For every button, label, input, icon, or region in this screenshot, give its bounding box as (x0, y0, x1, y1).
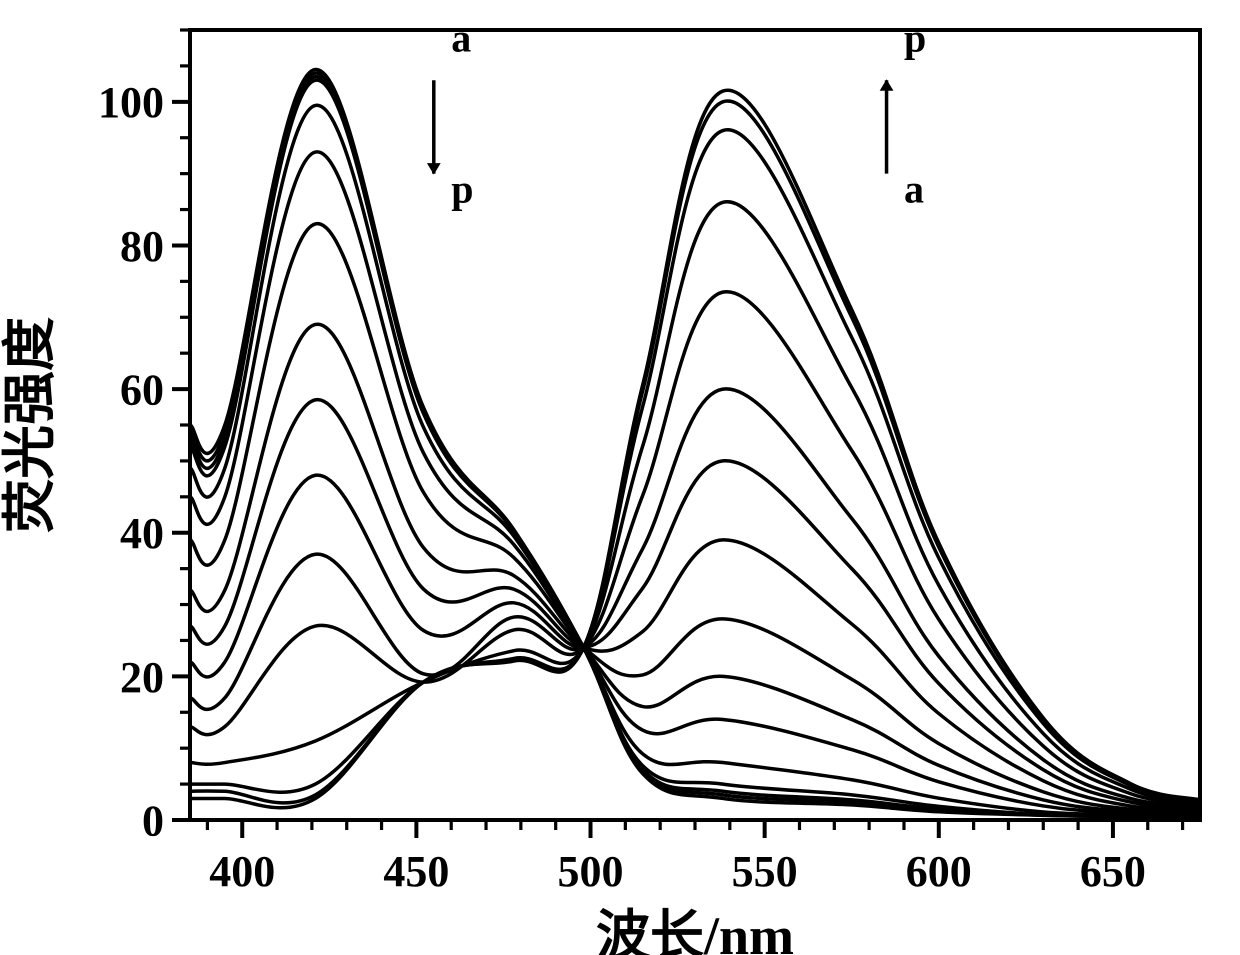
y-axis-label: 荧光强度 (0, 317, 60, 533)
x-tick-label: 550 (732, 847, 798, 896)
series-group (190, 69, 1200, 816)
y-tick-label: 0 (142, 796, 164, 845)
x-tick-label: 650 (1080, 847, 1146, 896)
annotation-label: p (451, 166, 473, 211)
spectrum-curve (190, 389, 1200, 804)
spectrum-curve (190, 461, 1200, 806)
spectrum-curve (190, 101, 1200, 803)
x-tick-label: 500 (558, 847, 624, 896)
annotation-arrow-head (428, 164, 440, 174)
fluorescence-spectrum-chart: 400 450 500 550 600 650 0 20 40 60 80 100 波长/nm 荧光强度 a… (0, 0, 1240, 955)
y-tick-label: 40 (120, 509, 164, 558)
annotation-label: a (451, 16, 471, 61)
spectrum-curve (190, 90, 1200, 808)
x-tick-label: 400 (209, 847, 275, 896)
annotation-label: p (904, 16, 926, 61)
spectrum-curve (190, 80, 1200, 816)
spectrum-curve (190, 202, 1200, 802)
x-tick-label: 450 (383, 847, 449, 896)
annotation-arrow-head (881, 80, 893, 90)
x-tick-label: 600 (906, 847, 972, 896)
y-tick-label: 100 (98, 78, 164, 127)
y-tick-label: 60 (120, 365, 164, 414)
spectrum-curve (190, 105, 1200, 814)
chart-svg: 400 450 500 550 600 650 0 20 40 60 80 100 波长/nm 荧光强度 a… (0, 0, 1240, 955)
x-axis-label: 波长/nm (596, 906, 794, 955)
y-tick-label: 80 (120, 222, 164, 271)
annotation-label: a (904, 166, 924, 211)
spectrum-curve (190, 400, 1200, 809)
spectrum-curve (190, 130, 1200, 802)
y-tick-label: 20 (120, 653, 164, 702)
